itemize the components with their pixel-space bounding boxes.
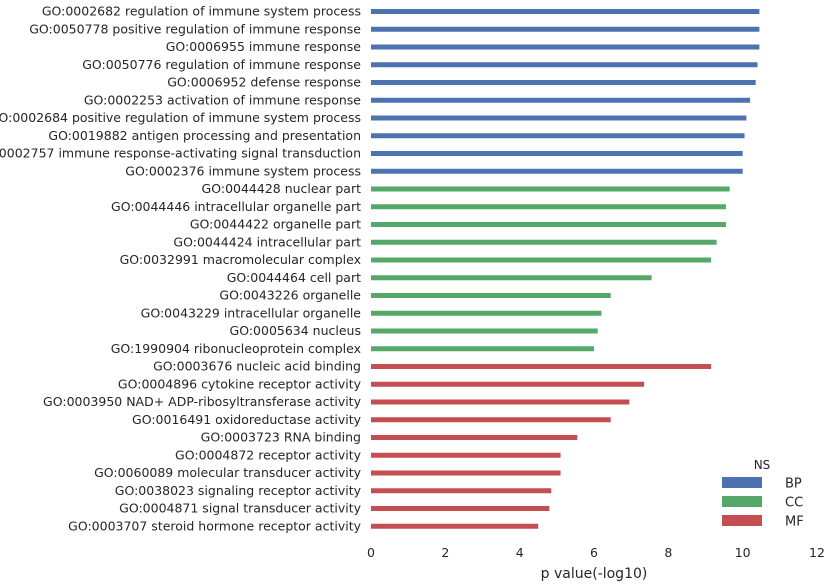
x-tick-label: 10 bbox=[735, 545, 751, 560]
bar-cc bbox=[371, 346, 594, 352]
category-label: GO:0038023 signaling receptor activity bbox=[115, 483, 362, 498]
bar-cc bbox=[371, 310, 602, 316]
bar-bp bbox=[371, 9, 760, 14]
category-label: GO:0004896 cytokine receptor activity bbox=[118, 376, 362, 391]
x-axis: 0 2 4 6 8 10 12 p value(-log10) bbox=[367, 545, 825, 582]
legend-entries: BP CC MF bbox=[722, 477, 804, 530]
category-label: GO:0006952 defense response bbox=[167, 75, 361, 90]
bar-cc bbox=[371, 257, 712, 263]
bar-mf bbox=[371, 523, 539, 529]
bar-bp bbox=[371, 80, 756, 85]
x-tick-label: 6 bbox=[590, 545, 598, 560]
bar-mf bbox=[371, 435, 578, 440]
category-label: GO:0005634 nucleus bbox=[230, 323, 361, 338]
category-label: GO:0044428 nuclear part bbox=[202, 181, 362, 196]
bar-bp bbox=[371, 133, 745, 139]
bar-bp bbox=[371, 168, 743, 174]
category-label: GO:0003676 nucleic acid binding bbox=[153, 359, 361, 374]
bars-layer bbox=[371, 9, 760, 529]
legend-swatch-bp bbox=[722, 477, 762, 488]
x-axis-label: p value(-log10) bbox=[541, 566, 648, 582]
category-label: GO:0002684 positive regulation of immune… bbox=[0, 110, 361, 125]
bar-cc bbox=[371, 275, 652, 281]
category-label: GO:0060089 molecular transducer activity bbox=[94, 465, 362, 480]
legend-label-mf: MF bbox=[785, 515, 804, 530]
category-label: GO:0032991 macromolecular complex bbox=[120, 252, 361, 267]
category-label: GO:0003950 NAD+ ADP-ribosyltransferase a… bbox=[43, 394, 362, 409]
x-tick-label: 8 bbox=[664, 545, 672, 560]
legend-label-cc: CC bbox=[785, 496, 803, 511]
category-label: GO:0003707 steroid hormone receptor acti… bbox=[68, 518, 361, 533]
bar-cc bbox=[371, 186, 730, 192]
bar-mf bbox=[371, 452, 561, 458]
category-label: GO:0044424 intracellular part bbox=[173, 234, 361, 249]
category-label: GO:0004872 receptor activity bbox=[175, 447, 362, 462]
category-label: GO:0043226 organelle bbox=[219, 288, 361, 303]
category-label: GO:0002682 regulation of immune system p… bbox=[42, 4, 361, 19]
legend-swatch-cc bbox=[722, 496, 762, 507]
category-label: GO:0044464 cell part bbox=[227, 270, 361, 285]
bar-mf bbox=[371, 417, 611, 423]
bar-cc bbox=[371, 239, 717, 245]
bar-mf bbox=[371, 399, 630, 405]
bar-bp bbox=[371, 97, 751, 103]
bar-mf bbox=[371, 470, 561, 476]
category-label: GO:0006955 immune response bbox=[166, 39, 362, 54]
x-tick-label: 4 bbox=[516, 545, 524, 560]
legend-title: NS bbox=[754, 458, 771, 472]
bar-cc bbox=[371, 222, 726, 227]
category-label: GO:0050776 regulation of immune response bbox=[82, 57, 361, 72]
category-label: GO:0019882 antigen processing and presen… bbox=[48, 128, 361, 143]
category-label: GO:0002253 activation of immune response bbox=[84, 92, 361, 107]
legend: NS BP CC MF bbox=[722, 458, 804, 530]
category-label: GO:0044422 organelle part bbox=[190, 217, 361, 232]
x-tick-label: 12 bbox=[809, 545, 825, 560]
category-label: GO:0044446 intracellular organelle part bbox=[111, 199, 361, 214]
bar-mf bbox=[371, 488, 552, 494]
category-label: GO:0043229 intracellular organelle bbox=[141, 305, 362, 320]
category-label: GO:0004871 signal transducer activity bbox=[119, 501, 361, 516]
category-label: GO:0016491 oxidoreductase activity bbox=[132, 412, 362, 427]
legend-swatch-mf bbox=[722, 515, 762, 526]
bar-cc bbox=[371, 293, 611, 298]
x-tick-label: 2 bbox=[441, 545, 449, 560]
bar-bp bbox=[371, 44, 760, 50]
bar-mf bbox=[371, 506, 550, 511]
bar-bp bbox=[371, 151, 743, 156]
bar-cc bbox=[371, 328, 598, 334]
category-label: GO:0050778 positive regulation of immune… bbox=[29, 21, 361, 36]
x-tick-label: 0 bbox=[367, 545, 375, 560]
bar-bp bbox=[371, 62, 758, 68]
bar-bp bbox=[371, 115, 747, 121]
category-label: GO:0002757 immune response-activating si… bbox=[0, 146, 361, 161]
x-tick-labels: 0 2 4 6 8 10 12 bbox=[367, 545, 825, 560]
category-labels: GO:0002682 regulation of immune system p… bbox=[0, 4, 362, 534]
bar-mf bbox=[371, 381, 645, 387]
bar-bp bbox=[371, 26, 760, 32]
category-label: GO:0003723 RNA binding bbox=[201, 430, 361, 445]
category-label: GO:0002376 immune system process bbox=[125, 163, 361, 178]
bar-cc bbox=[371, 204, 726, 210]
bar-mf bbox=[371, 364, 712, 369]
category-label: GO:1990904 ribonucleoprotein complex bbox=[111, 341, 361, 356]
legend-label-bp: BP bbox=[785, 477, 802, 492]
